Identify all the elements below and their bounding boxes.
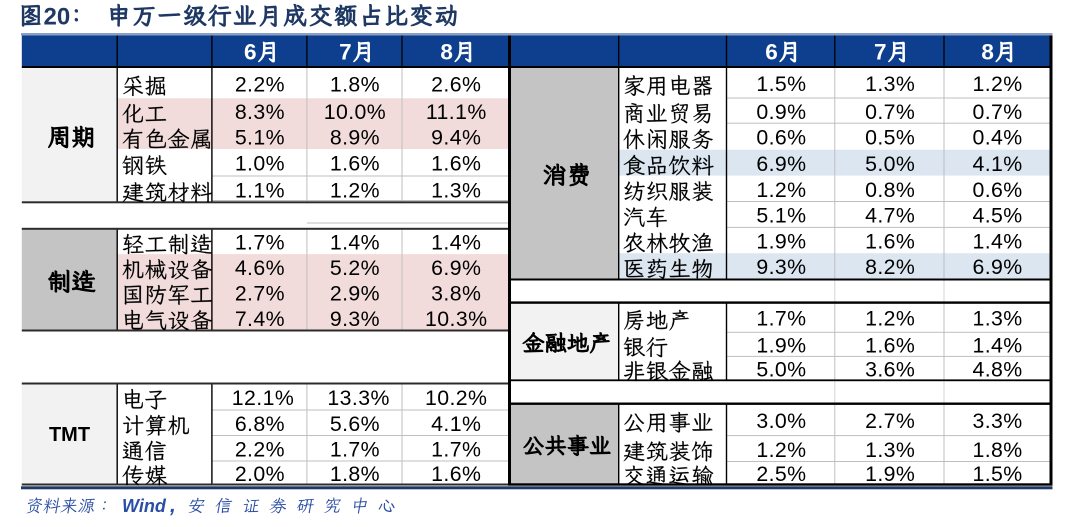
svg-text:2.7%: 2.7% (865, 409, 915, 433)
svg-text:1.3%: 1.3% (431, 179, 481, 203)
svg-text:7.4%: 7.4% (235, 307, 285, 331)
svg-text:1.2%: 1.2% (756, 438, 806, 462)
svg-text:1.7%: 1.7% (330, 437, 380, 461)
svg-text:1.9%: 1.9% (756, 334, 806, 358)
svg-text:9.4%: 9.4% (431, 126, 481, 150)
svg-text:5.0%: 5.0% (756, 358, 806, 382)
svg-text:4.1%: 4.1% (431, 412, 481, 436)
svg-text:6: 6 (765, 39, 778, 64)
svg-text:1.9%: 1.9% (756, 230, 806, 254)
svg-text:5.6%: 5.6% (330, 412, 380, 436)
svg-text:6.9%: 6.9% (431, 256, 481, 280)
svg-text:3.3%: 3.3% (972, 409, 1022, 433)
svg-text:TMT: TMT (49, 424, 90, 446)
svg-text:,: , (169, 494, 176, 517)
svg-text:0.5%: 0.5% (865, 126, 915, 150)
svg-text:1.2%: 1.2% (330, 179, 380, 203)
svg-text:1.3%: 1.3% (865, 438, 915, 462)
svg-text:4.8%: 4.8% (972, 358, 1022, 382)
svg-text:5.2%: 5.2% (330, 256, 380, 280)
svg-text:1.7%: 1.7% (235, 231, 285, 255)
svg-text:10.2%: 10.2% (425, 386, 487, 410)
svg-text:7: 7 (874, 39, 887, 64)
svg-text:0.9%: 0.9% (756, 100, 806, 124)
svg-text:2.6%: 2.6% (431, 72, 481, 96)
svg-text:2.2%: 2.2% (235, 437, 285, 461)
svg-text:8.2%: 8.2% (865, 255, 915, 279)
svg-text:13.3%: 13.3% (327, 386, 389, 410)
svg-text:9.3%: 9.3% (756, 255, 806, 279)
svg-text:1.2%: 1.2% (972, 72, 1022, 96)
svg-text:3.6%: 3.6% (865, 358, 915, 382)
svg-text:2.0%: 2.0% (235, 462, 285, 486)
svg-text:6.8%: 6.8% (235, 412, 285, 436)
svg-text:0.7%: 0.7% (972, 100, 1022, 124)
svg-text:2.9%: 2.9% (330, 281, 380, 305)
svg-text:1.2%: 1.2% (756, 178, 806, 202)
svg-text:3.8%: 3.8% (431, 281, 481, 305)
svg-text:6.9%: 6.9% (756, 152, 806, 176)
svg-text:1.8%: 1.8% (330, 72, 380, 96)
svg-text:4.1%: 4.1% (972, 152, 1022, 176)
svg-text:1.4%: 1.4% (431, 231, 481, 255)
svg-text:2.5%: 2.5% (756, 462, 806, 486)
svg-text:Wind: Wind (122, 496, 167, 516)
svg-text:0.6%: 0.6% (756, 126, 806, 150)
svg-text:1.0%: 1.0% (235, 152, 285, 176)
svg-text:4.7%: 4.7% (865, 204, 915, 228)
svg-text:10.0%: 10.0% (324, 100, 386, 124)
svg-text:1.6%: 1.6% (431, 462, 481, 486)
svg-text:1.3%: 1.3% (972, 307, 1022, 331)
svg-text:1.8%: 1.8% (972, 438, 1022, 462)
svg-text:8.3%: 8.3% (235, 100, 285, 124)
svg-text:2.2%: 2.2% (235, 72, 285, 96)
svg-text:1.6%: 1.6% (330, 152, 380, 176)
svg-text:20: 20 (44, 4, 71, 31)
svg-text:6.9%: 6.9% (972, 255, 1022, 279)
svg-text:5.0%: 5.0% (865, 152, 915, 176)
svg-text:8: 8 (440, 39, 453, 64)
svg-text:0.6%: 0.6% (972, 178, 1022, 202)
svg-text:1.4%: 1.4% (972, 230, 1022, 254)
svg-text:1.1%: 1.1% (235, 179, 285, 203)
svg-text:1.6%: 1.6% (865, 230, 915, 254)
svg-text:1.3%: 1.3% (865, 72, 915, 96)
svg-text:7: 7 (339, 39, 352, 64)
svg-text:8.9%: 8.9% (330, 126, 380, 150)
svg-text:1.4%: 1.4% (330, 231, 380, 255)
svg-text:1.2%: 1.2% (865, 307, 915, 331)
svg-text:12.1%: 12.1% (232, 386, 294, 410)
svg-text:1.7%: 1.7% (756, 307, 806, 331)
svg-text:1.6%: 1.6% (431, 152, 481, 176)
svg-text:0.4%: 0.4% (972, 126, 1022, 150)
svg-text:0.7%: 0.7% (865, 100, 915, 124)
svg-text:0.8%: 0.8% (865, 178, 915, 202)
svg-text:1.5%: 1.5% (972, 462, 1022, 486)
svg-text:1.6%: 1.6% (865, 334, 915, 358)
svg-text:5.1%: 5.1% (756, 204, 806, 228)
svg-text:2.7%: 2.7% (235, 281, 285, 305)
svg-text:9.3%: 9.3% (330, 307, 380, 331)
svg-text:1.8%: 1.8% (330, 462, 380, 486)
svg-text:3.0%: 3.0% (756, 409, 806, 433)
svg-text:1.9%: 1.9% (865, 462, 915, 486)
svg-text:6: 6 (244, 39, 257, 64)
svg-text:1.7%: 1.7% (431, 437, 481, 461)
svg-text:1.5%: 1.5% (756, 72, 806, 96)
svg-text:4.5%: 4.5% (972, 204, 1022, 228)
svg-text:1.4%: 1.4% (972, 334, 1022, 358)
svg-text:4.6%: 4.6% (235, 256, 285, 280)
svg-text:8: 8 (981, 39, 994, 64)
svg-text:10.3%: 10.3% (425, 307, 487, 331)
svg-text:5.1%: 5.1% (235, 126, 285, 150)
svg-text:11.1%: 11.1% (426, 100, 487, 124)
